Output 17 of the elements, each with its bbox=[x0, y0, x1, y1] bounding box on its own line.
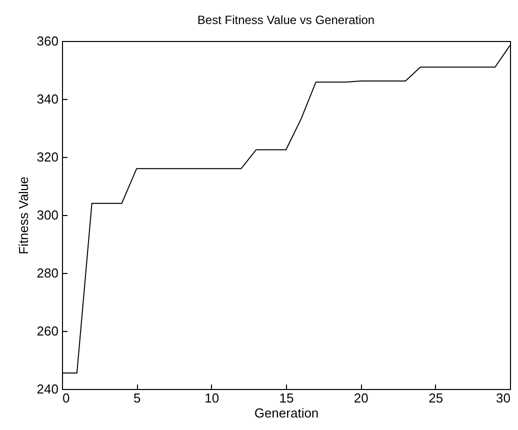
x-tick-label: 30 bbox=[496, 390, 510, 406]
x-tick-label: 5 bbox=[134, 390, 141, 406]
y-tick-label: 360 bbox=[36, 34, 58, 48]
y-tick-label: 300 bbox=[36, 208, 58, 222]
y-tick-label: 260 bbox=[36, 324, 58, 338]
x-tick-label: 20 bbox=[354, 390, 368, 406]
y-tick-label: 320 bbox=[36, 150, 58, 164]
y-tick-label: 340 bbox=[36, 92, 58, 106]
y-tick-label: 280 bbox=[36, 266, 58, 280]
x-tick-label: 15 bbox=[279, 390, 294, 406]
x-tick-label: 0 bbox=[62, 390, 70, 406]
chart-title: Best Fitness Value vs Generation bbox=[197, 13, 375, 27]
x-axis-title: Generation bbox=[254, 406, 319, 420]
y-axis-title: Fitness Value bbox=[16, 176, 31, 254]
x-tick-label: 10 bbox=[204, 390, 220, 406]
x-tick-label: 25 bbox=[428, 390, 444, 406]
y-tick-label: 240 bbox=[36, 382, 58, 396]
